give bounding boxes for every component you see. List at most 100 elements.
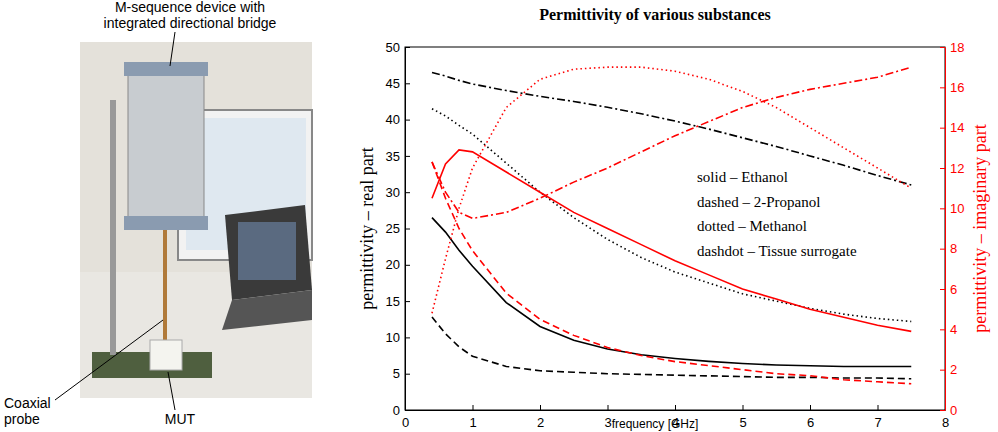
photo-panel: M-sequence device withintegrated directi… [4,0,312,427]
tick-mark [405,374,410,375]
photo-background [80,42,312,398]
line-series [432,67,911,313]
tick-mark [405,229,410,230]
tick-label: 1 [469,415,476,430]
tick-mark [810,405,811,410]
tick: 2 [537,405,544,430]
photo-laptop-screen [238,222,296,280]
tick: 7 [874,405,881,430]
tick-label: 5 [739,415,746,430]
tick-label: 3 [604,415,611,430]
photo-device [128,68,204,223]
tick-mark [405,301,410,302]
tick: 10 [386,330,410,345]
tick-mark [540,405,541,410]
line-series [432,150,911,332]
tick-mark [940,289,945,290]
tick-label: 30 [386,185,400,200]
tick-label: 10 [950,201,964,216]
photo-label: Coaxial [4,395,51,411]
tick: 16 [940,80,964,95]
photo-probe [163,230,167,345]
tick: 0 [940,403,957,418]
photo-label: integrated directional bridge [104,15,277,31]
tick: 40 [386,112,410,127]
plot-frame [405,47,945,410]
axis-line [406,410,946,411]
leader-line [168,372,175,410]
tick-label: 8 [942,415,949,430]
y2-axis-title: permittivity – imaginary part [970,124,990,332]
tick: 8 [940,241,957,256]
tick: 4 [940,322,957,337]
tick-label: 40 [386,112,400,127]
tick-mark [940,410,945,411]
tick-mark [940,47,945,48]
line-series [432,67,911,218]
tick: 14 [940,120,964,135]
tick-mark [405,83,410,84]
tick-label: 16 [950,80,964,95]
line-series [432,72,911,185]
tick-label: 45 [386,76,400,91]
photo-mut-jar [150,340,182,370]
tick: 3 [604,405,611,430]
tick-mark [940,128,945,129]
tick: 12 [940,161,964,176]
tick-label: 2 [537,415,544,430]
tick-label: 0 [393,403,400,418]
photo-device-cap-bottom [124,216,208,230]
tick-label: 0 [950,403,957,418]
tick-mark [940,87,945,88]
figure: M-sequence device withintegrated directi… [0,0,998,432]
tick: 35 [386,149,410,164]
tick: 20 [386,257,410,272]
tick-mark [940,370,945,371]
photo-label: probe [4,411,40,427]
tick-mark [405,265,410,266]
tick-label: 10 [386,330,400,345]
tick-mark [675,405,676,410]
tick-label: 12 [950,161,964,176]
tick: 2 [940,362,957,377]
tick-mark [405,337,410,338]
tick-label: 50 [386,40,400,55]
photo-stand-rod [110,100,116,355]
tick: 5 [739,405,746,430]
tick: 10 [940,201,964,216]
y2-axis: 024681012141618 [940,40,964,418]
photo-label: M-sequence device with [115,0,265,15]
tick-label: 14 [950,120,964,135]
line-series [432,317,911,379]
photo-laptop-base [222,290,312,330]
tick: 6 [940,282,957,297]
tick: 6 [807,405,814,430]
tick: 25 [386,221,410,236]
plot-lines [432,67,911,384]
tick-mark [940,249,945,250]
tick-label: 7 [874,415,881,430]
tick-label: 5 [393,366,400,381]
tick-label: 4 [950,322,957,337]
tick: 0 [393,403,410,418]
tick-label: 6 [807,415,814,430]
photo-device-cap-top [124,62,208,76]
y-axis: 05101520253035404550 [386,40,410,418]
annotation: solid – Ethanol [697,169,788,185]
line-series [432,162,911,384]
y-axis-title: permittivity – real part [357,147,377,309]
tick-label: 35 [386,149,400,164]
tick-mark [405,192,410,193]
leader-line [55,320,163,400]
tick-mark [405,410,410,411]
annotation: dashdot – Tissue surrogate [697,243,857,259]
tick-label: 20 [386,257,400,272]
axis-line [945,48,946,411]
x-axis: 012345678 [402,405,949,430]
tick-mark [405,120,410,121]
tick-label: 25 [386,221,400,236]
tick-label: 2 [950,362,957,377]
tick: 30 [386,185,410,200]
tick-label: 0 [402,415,409,430]
tick-label: 6 [950,282,957,297]
